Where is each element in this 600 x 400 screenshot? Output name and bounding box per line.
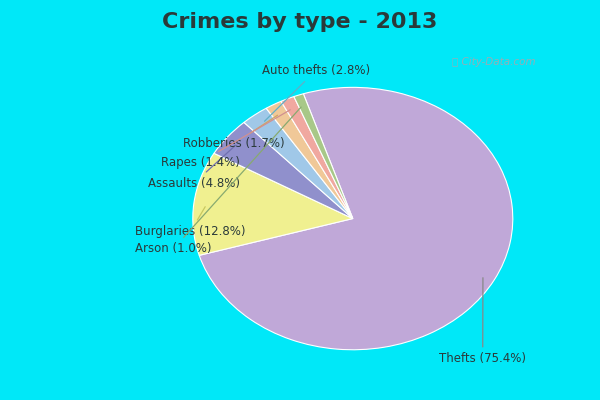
Text: ⓘ City-Data.com: ⓘ City-Data.com [452, 57, 535, 67]
Text: Auto thefts (2.8%): Auto thefts (2.8%) [262, 64, 370, 121]
Text: Assaults (4.8%): Assaults (4.8%) [148, 145, 240, 190]
Wedge shape [193, 153, 353, 255]
Text: Crimes by type - 2013: Crimes by type - 2013 [163, 12, 437, 32]
Wedge shape [199, 87, 513, 350]
Wedge shape [294, 94, 353, 218]
Text: Rapes (1.4%): Rapes (1.4%) [161, 110, 290, 169]
Text: Burglaries (12.8%): Burglaries (12.8%) [135, 207, 246, 238]
Wedge shape [244, 108, 353, 218]
Wedge shape [281, 96, 353, 218]
Text: Thefts (75.4%): Thefts (75.4%) [439, 278, 526, 366]
Wedge shape [266, 101, 353, 218]
Wedge shape [214, 122, 353, 218]
Text: Robberies (1.7%): Robberies (1.7%) [183, 115, 285, 150]
Text: Arson (1.0%): Arson (1.0%) [135, 107, 301, 255]
